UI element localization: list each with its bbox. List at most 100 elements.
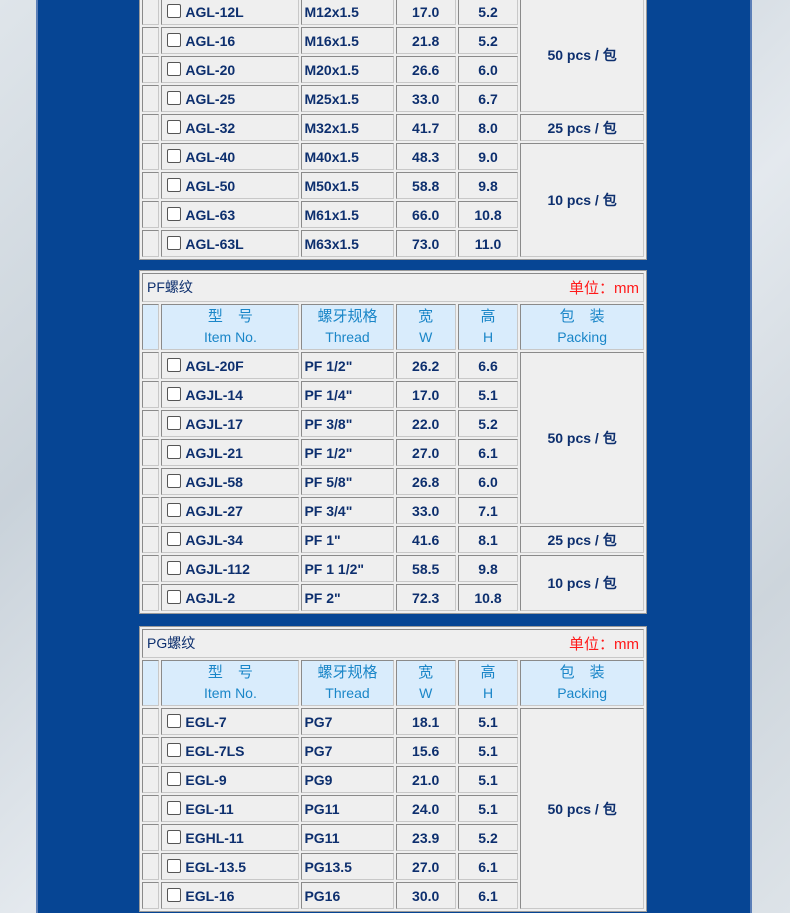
- table-row: AGJL-17 PF 3/8" 22.0 5.2: [142, 410, 644, 437]
- model-number: AGJL-17: [185, 415, 243, 432]
- header-packing-cn: 包 装: [559, 308, 605, 325]
- width-cell: 17.0: [395, 381, 456, 408]
- select-checkbox[interactable]: [167, 148, 182, 163]
- select-checkbox[interactable]: [167, 415, 182, 430]
- model-number: EGL-7: [185, 713, 227, 730]
- thread-cell: PG11: [301, 824, 394, 851]
- row-blank: [142, 56, 160, 83]
- select-checkbox[interactable]: [167, 119, 182, 134]
- model-cell: AGL-12L: [161, 0, 300, 25]
- header-model-cn: 型 号: [207, 308, 253, 325]
- width-cell: 21.0: [395, 766, 456, 793]
- thread-cell: M25x1.5: [301, 85, 394, 112]
- table-title-row: PF螺纹 单位：mm: [142, 273, 644, 302]
- table-row: AGL-50 M50x1.5 58.8 9.8: [142, 172, 644, 199]
- unit-label: 单位：mm: [569, 280, 639, 297]
- width-cell: 33.0: [395, 85, 456, 112]
- model-number: AGJL-27: [185, 502, 243, 519]
- width-cell: 48.3: [395, 143, 456, 170]
- width-cell: 26.8: [395, 468, 456, 495]
- table-row: AGJL-27 PF 3/4" 33.0 7.1: [142, 497, 644, 524]
- height-cell: 10.8: [457, 201, 519, 228]
- select-checkbox[interactable]: [167, 473, 182, 488]
- model-cell: AGL-32: [161, 114, 300, 141]
- table-title-cell: PG螺纹 单位：mm: [142, 629, 644, 658]
- packing-cell: 25 pcs / 包: [520, 114, 644, 141]
- row-blank: [142, 497, 160, 524]
- thread-cell: PG7: [301, 708, 394, 735]
- select-checkbox[interactable]: [167, 357, 182, 372]
- height-cell: 6.1: [457, 882, 519, 909]
- height-cell: 6.1: [457, 439, 519, 466]
- thread-cell: M12x1.5: [301, 0, 394, 25]
- select-checkbox[interactable]: [167, 858, 182, 873]
- thread-cell: PG9: [301, 766, 394, 793]
- model-cell: AGJL-2: [161, 584, 300, 611]
- select-checkbox[interactable]: [167, 386, 182, 401]
- height-cell: 5.1: [457, 381, 519, 408]
- select-checkbox[interactable]: [167, 829, 182, 844]
- row-blank: [142, 381, 160, 408]
- select-checkbox[interactable]: [167, 3, 182, 18]
- model-number: AGL-50: [185, 177, 236, 194]
- row-blank: [142, 766, 160, 793]
- select-checkbox[interactable]: [167, 713, 182, 728]
- select-checkbox[interactable]: [167, 589, 182, 604]
- header-height-cn: 高: [480, 664, 496, 681]
- width-cell: 18.1: [395, 708, 456, 735]
- thread-cell: M61x1.5: [301, 201, 394, 228]
- select-checkbox[interactable]: [167, 177, 182, 192]
- height-cell: 7.1: [457, 497, 519, 524]
- row-blank: [142, 526, 160, 553]
- thread-cell: PF 1 1/2": [301, 555, 394, 582]
- select-checkbox[interactable]: [167, 206, 182, 221]
- width-cell: 27.0: [395, 439, 456, 466]
- select-checkbox[interactable]: [167, 771, 182, 786]
- thread-cell: PF 1/2": [301, 439, 394, 466]
- select-checkbox[interactable]: [167, 502, 182, 517]
- model-number: EGL-16: [185, 887, 235, 904]
- table-row: EGL-9 PG9 21.0 5.1: [142, 766, 644, 793]
- select-checkbox[interactable]: [167, 32, 182, 47]
- thread-cell: M40x1.5: [301, 143, 394, 170]
- header-model-en: Item No.: [203, 329, 257, 345]
- width-cell: 15.6: [395, 737, 456, 764]
- model-cell: AGL-20: [161, 56, 300, 83]
- model-cell: AGJL-34: [161, 526, 300, 553]
- width-cell: 41.7: [395, 114, 456, 141]
- thread-cell: M20x1.5: [301, 56, 394, 83]
- height-cell: 6.7: [457, 85, 519, 112]
- select-checkbox[interactable]: [167, 800, 182, 815]
- header-width-en: W: [419, 685, 433, 701]
- select-checkbox[interactable]: [167, 61, 182, 76]
- header-thread: 螺牙规格 Thread: [301, 660, 394, 706]
- model-cell: AGL-63: [161, 201, 300, 228]
- packing-cell: 50 pcs / 包: [520, 0, 644, 112]
- select-checkbox[interactable]: [167, 531, 182, 546]
- width-cell: 33.0: [395, 497, 456, 524]
- width-cell: 58.5: [395, 555, 456, 582]
- select-checkbox[interactable]: [167, 887, 182, 902]
- header-thread: 螺牙规格 Thread: [301, 304, 394, 350]
- select-checkbox[interactable]: [167, 560, 182, 575]
- model-cell: AGJL-14: [161, 381, 300, 408]
- select-checkbox[interactable]: [167, 90, 182, 105]
- packing-cell: 25 pcs / 包: [520, 526, 644, 553]
- table-row: AGL-32 M32x1.5 41.7 8.0 25 pcs / 包: [142, 114, 644, 141]
- height-cell: 5.1: [457, 708, 519, 735]
- select-checkbox[interactable]: [167, 444, 182, 459]
- row-blank: [142, 143, 160, 170]
- height-cell: 5.1: [457, 795, 519, 822]
- table-row: AGL-40 M40x1.5 48.3 9.0 10 pcs / 包: [142, 143, 644, 257]
- select-checkbox[interactable]: [167, 235, 182, 250]
- select-checkbox[interactable]: [167, 742, 182, 757]
- height-cell: 9.8: [457, 555, 519, 582]
- table-title-cell: PF螺纹 单位：mm: [142, 273, 644, 302]
- header-packing: 包 装 Packing: [520, 304, 644, 350]
- packing-cell: 50 pcs / 包: [520, 708, 644, 909]
- row-blank: [142, 410, 160, 437]
- model-cell: EGL-9: [161, 766, 300, 793]
- table-row: EGL-13.5 PG13.5 27.0 6.1: [142, 853, 644, 880]
